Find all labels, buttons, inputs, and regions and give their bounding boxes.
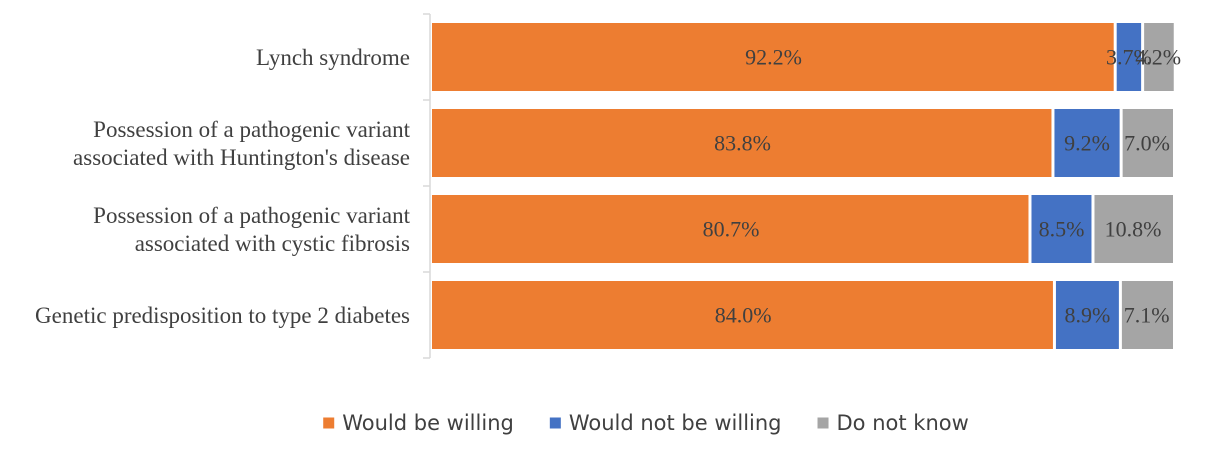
legend-label: Would not be willing (569, 411, 782, 435)
bars (432, 23, 1174, 349)
data-label: 8.5% (1039, 217, 1085, 242)
legend-item: Would be willing (323, 411, 514, 435)
bar-segment (1116, 23, 1142, 91)
bar-segment (432, 195, 1029, 263)
legend-swatch (549, 417, 561, 429)
legend-item: Would not be willing (549, 411, 782, 435)
bar-segment (432, 23, 1114, 91)
data-labels: 92.2% 3.7%4.2% 83.8% 9.2% 7.0% 80.7% 8.5% 10.8%… (703, 45, 1182, 328)
legend-swatch (323, 417, 335, 429)
category-axis (423, 13, 431, 359)
bar-segment (1054, 109, 1120, 177)
bar-segment (1055, 281, 1119, 349)
category-label: Possession of a pathogenic variant associ… (73, 117, 411, 170)
legend-label: Would be willing (342, 411, 514, 435)
data-label: 10.8% (1105, 217, 1162, 242)
bar-segment (1031, 195, 1092, 263)
category-labels: Lynch syndrome Possession of a pathogenic… (35, 45, 411, 328)
data-label: 4.2% (1135, 45, 1181, 70)
bar-segment (432, 281, 1053, 349)
data-label: 7.1% (1124, 303, 1170, 328)
category-label: Lynch syndrome (256, 45, 410, 70)
bar-segment (1121, 281, 1173, 349)
legend: Would be willing Would not be willing Do n… (323, 411, 969, 435)
data-label: 92.2% (745, 45, 802, 70)
data-label: 8.9% (1065, 303, 1111, 328)
data-label: 84.0% (715, 303, 772, 328)
bar-segment (1094, 195, 1173, 263)
data-label: 80.7% (703, 217, 760, 242)
bar-segment (1122, 109, 1173, 177)
data-label: 3.7% (1106, 45, 1152, 70)
data-label: 9.2% (1064, 131, 1110, 156)
bar-segment (432, 109, 1052, 177)
category-label: Possession of a pathogenic variant associ… (93, 203, 410, 256)
category-label: Genetic predisposition to type 2 diabete… (35, 303, 410, 328)
data-label: 83.8% (714, 131, 771, 156)
legend-swatch (817, 417, 829, 429)
legend-label: Do not know (837, 411, 969, 435)
data-label: 7.0% (1124, 131, 1170, 156)
bar-segment (1144, 23, 1174, 91)
legend-item: Do not know (817, 411, 969, 435)
